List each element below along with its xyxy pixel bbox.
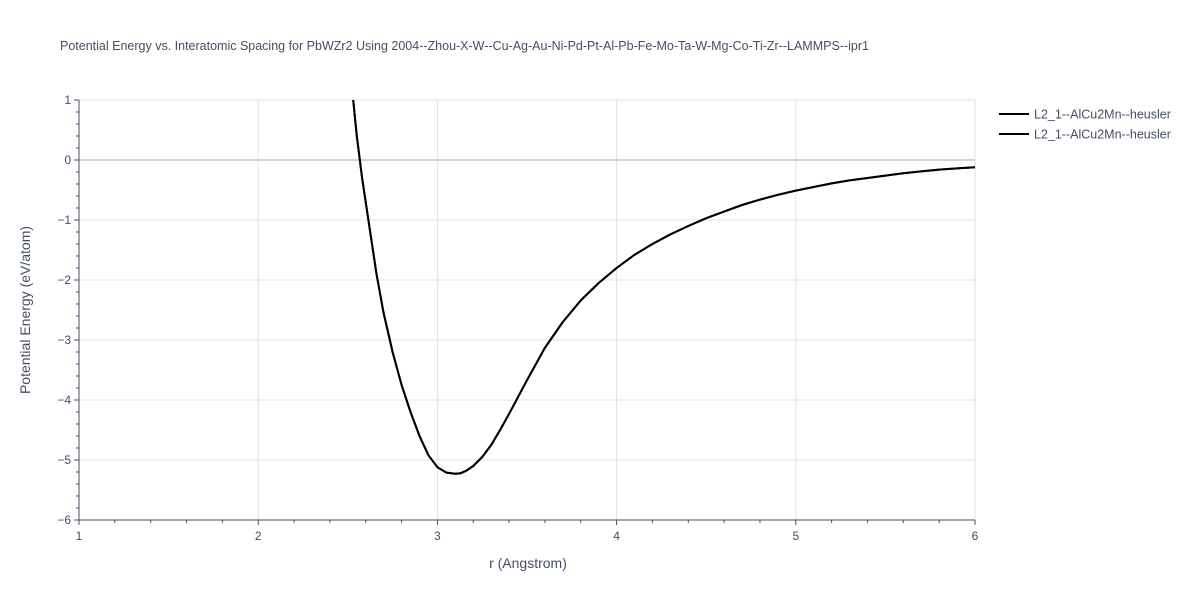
y-tick-label: −4 xyxy=(57,393,71,407)
y-tick-label: 1 xyxy=(64,93,71,107)
x-tick-label: 3 xyxy=(434,529,441,543)
chart-title: Potential Energy vs. Interatomic Spacing… xyxy=(60,39,869,53)
legend-item-1[interactable]: L2_1--AlCu2Mn--heusler xyxy=(999,108,1171,122)
series-line-2 xyxy=(352,99,976,475)
y-tick-label: −6 xyxy=(57,513,71,527)
y-tick-label: 0 xyxy=(64,153,71,167)
x-tick-label: 4 xyxy=(613,529,620,543)
x-tick-labels: 1 2 3 4 5 6 xyxy=(76,529,979,543)
y-tick-label: −5 xyxy=(57,453,71,467)
x-tick-label: 6 xyxy=(972,529,979,543)
x-tick-label: 5 xyxy=(792,529,799,543)
legend-item-2[interactable]: L2_1--AlCu2Mn--heusler xyxy=(999,128,1171,142)
legend-label: L2_1--AlCu2Mn--heusler xyxy=(1034,128,1171,142)
series-group xyxy=(352,99,976,475)
x-tick-label: 2 xyxy=(255,529,262,543)
y-tick-labels: 1 0 −1 −2 −3 −4 −5 −6 xyxy=(57,93,71,527)
x-tick-label: 1 xyxy=(76,529,83,543)
grid-lines xyxy=(79,99,976,520)
x-axis-title: r (Angstrom) xyxy=(489,555,567,571)
y-tick-label: −1 xyxy=(57,213,71,227)
legend[interactable]: L2_1--AlCu2Mn--heusler L2_1--AlCu2Mn--heu… xyxy=(999,108,1171,142)
y-axis-title: Potential Energy (eV/atom) xyxy=(17,226,33,394)
legend-label: L2_1--AlCu2Mn--heusler xyxy=(1034,108,1171,122)
y-tick-label: −3 xyxy=(57,333,71,347)
y-tick-label: −2 xyxy=(57,273,71,287)
